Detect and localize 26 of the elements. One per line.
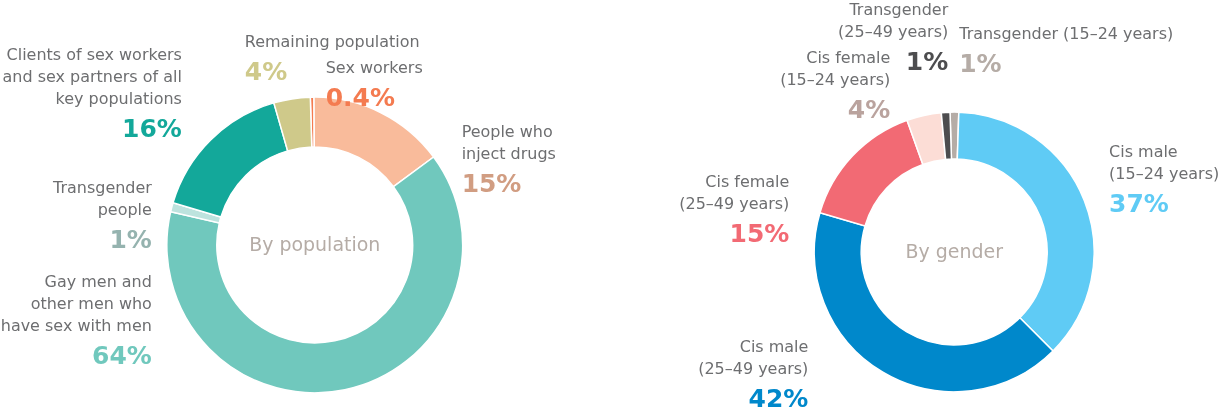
slice-label: Clients of sex workers and sex partners of all key populations bbox=[2, 45, 182, 109]
slice-label: Transgender people bbox=[52, 178, 153, 219]
slice-label: Gay men and other men who have sex with men bbox=[0, 271, 152, 335]
text: By gender bbox=[905, 239, 1004, 262]
data-label: 15% bbox=[461, 169, 522, 199]
data-label: 4% bbox=[847, 95, 891, 125]
data-label: 16% bbox=[122, 114, 182, 144]
slice-label: Cis male (25–49 years) bbox=[698, 336, 809, 378]
slice-label: Cis female (15–24 years) bbox=[780, 48, 891, 90]
data-label: 15% bbox=[729, 218, 790, 248]
slice-label: Cis female (25–49 years) bbox=[679, 172, 790, 213]
text: By population bbox=[249, 232, 381, 255]
slice-label: Remaining population bbox=[244, 32, 420, 52]
slice-label: Sex workers bbox=[325, 58, 423, 78]
data-label: 42% bbox=[748, 383, 809, 408]
slice-label: People who inject drugs bbox=[461, 122, 556, 164]
data-label: 64% bbox=[92, 340, 152, 370]
data-label: 1% bbox=[109, 224, 152, 254]
data-label: 4% bbox=[244, 57, 288, 87]
slice-label: Transgender (15–24 years) bbox=[958, 24, 1174, 44]
data-label: 37% bbox=[1109, 189, 1169, 218]
slice-label: Cis male (15–24 years) bbox=[1109, 142, 1220, 184]
data-label: 1% bbox=[959, 49, 1002, 79]
data-label: 0.4% bbox=[325, 83, 395, 113]
slice-label: Transgender (25–49 years) bbox=[838, 0, 949, 42]
data-label: 1% bbox=[905, 47, 949, 77]
